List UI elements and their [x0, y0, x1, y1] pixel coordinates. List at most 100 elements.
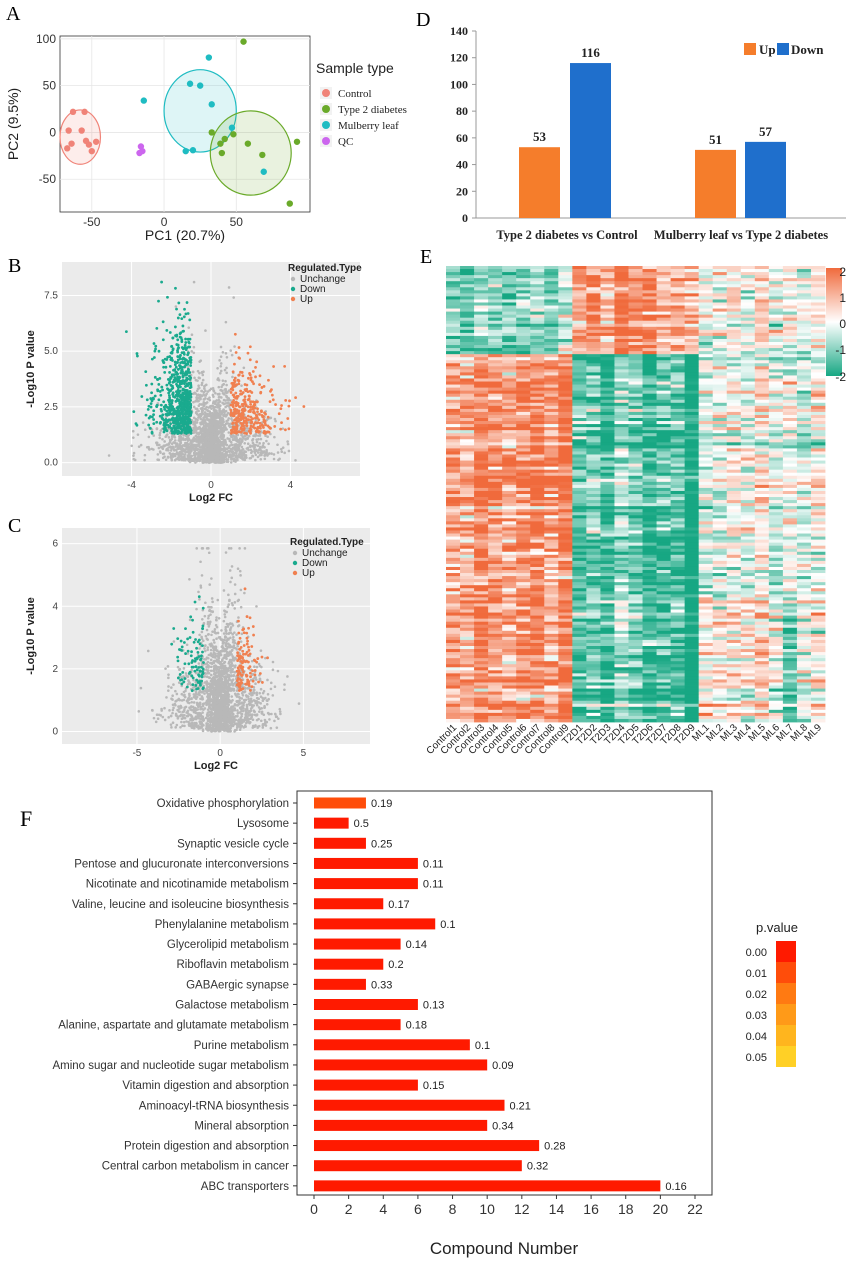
unchanged-point	[185, 441, 189, 445]
unchanged-point	[219, 362, 223, 365]
down-point	[184, 370, 188, 374]
down-point	[159, 403, 163, 407]
unchanged-point	[217, 683, 221, 686]
down-point	[160, 385, 164, 389]
unchanged-point	[204, 389, 207, 393]
unchanged-point	[260, 430, 263, 433]
unchanged-point	[232, 635, 235, 639]
unchanged-point	[221, 461, 224, 464]
unchanged-point	[207, 438, 211, 441]
unchanged-point	[193, 376, 196, 380]
up-point	[231, 370, 235, 374]
down-point	[152, 422, 156, 425]
down-point	[173, 325, 177, 329]
down-point	[176, 361, 179, 364]
down-point	[140, 395, 144, 398]
down-point	[173, 360, 177, 364]
unchanged-point	[201, 432, 205, 436]
unchanged-point	[234, 443, 238, 446]
unchanged-point	[201, 728, 205, 731]
unchanged-point	[210, 642, 213, 645]
unchanged-point	[169, 449, 173, 452]
up-point	[237, 419, 241, 423]
unchanged-point	[258, 442, 262, 445]
unchanged-point	[219, 422, 222, 426]
up-point	[266, 415, 270, 419]
up-point	[231, 421, 235, 425]
unchanged-point	[211, 440, 215, 444]
up-point	[288, 399, 291, 403]
down-point	[189, 429, 193, 433]
up-point	[234, 391, 238, 395]
unchanged-point	[173, 454, 177, 458]
unchanged-point	[214, 423, 217, 427]
unchanged-point	[215, 414, 219, 418]
unchanged-point	[255, 605, 258, 608]
down-point	[157, 398, 161, 402]
unchanged-point	[224, 455, 228, 459]
unchanged-point	[213, 641, 216, 644]
unchanged-point	[225, 371, 228, 375]
down-point	[135, 423, 139, 427]
unchanged-point	[200, 695, 204, 698]
unchanged-point	[219, 637, 222, 641]
up-point	[256, 425, 260, 429]
unchanged-point	[230, 669, 234, 673]
unchanged-point	[228, 643, 232, 647]
unchanged-point	[218, 359, 221, 362]
unchanged-point	[218, 392, 221, 396]
unchanged-point	[208, 446, 211, 449]
down-point	[168, 331, 172, 334]
unchanged-point	[182, 667, 186, 670]
unchanged-point	[220, 417, 223, 421]
up-point	[251, 370, 255, 373]
unchanged-point	[225, 622, 229, 626]
up-point	[231, 381, 235, 385]
unchanged-point	[276, 443, 279, 447]
unchanged-point	[218, 703, 222, 707]
up-point	[251, 417, 255, 421]
unchanged-point	[206, 429, 210, 433]
unchanged-point	[286, 442, 290, 446]
unchanged-point	[164, 458, 168, 462]
up-point	[235, 424, 239, 428]
unchanged-point	[231, 638, 235, 641]
unchanged-point	[218, 453, 222, 456]
unchanged-point	[253, 449, 256, 453]
unchanged-point	[218, 400, 222, 403]
unchanged-point	[201, 373, 205, 377]
down-point	[172, 368, 175, 372]
down-point	[162, 430, 166, 434]
unchanged-point	[204, 425, 207, 428]
down-point	[175, 307, 178, 311]
up-point	[258, 421, 262, 425]
unchanged-point	[227, 431, 231, 434]
unchanged-point	[158, 436, 162, 440]
unchanged-point	[236, 567, 240, 570]
unchanged-point	[213, 630, 216, 633]
unchanged-point	[206, 685, 209, 689]
unchanged-point	[204, 681, 208, 684]
unchanged-point	[229, 440, 233, 444]
down-point	[189, 364, 193, 367]
up-point	[231, 393, 235, 397]
y-tick-label: 2.5	[44, 402, 58, 413]
down-point	[144, 383, 148, 387]
unchanged-point	[235, 633, 238, 636]
down-point	[184, 358, 187, 362]
unchanged-point	[229, 651, 232, 655]
unchanged-point	[228, 688, 232, 691]
unchanged-point	[226, 458, 230, 461]
unchanged-point	[137, 445, 141, 448]
unchanged-point	[230, 576, 234, 580]
unchanged-point	[208, 419, 212, 423]
up-point	[253, 400, 257, 404]
y-tick-label: 0	[49, 125, 56, 139]
down-point	[154, 344, 158, 348]
unchanged-point	[156, 717, 160, 721]
unchanged-point	[254, 432, 258, 436]
unchanged-point	[200, 394, 204, 398]
unchanged-point	[204, 634, 208, 638]
pca-point	[92, 138, 100, 145]
